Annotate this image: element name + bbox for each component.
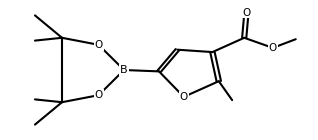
Text: O: O [269, 43, 277, 53]
Text: O: O [180, 92, 188, 102]
Text: B: B [120, 65, 128, 75]
Text: O: O [242, 8, 251, 18]
Text: O: O [94, 90, 103, 100]
Text: O: O [94, 40, 103, 50]
